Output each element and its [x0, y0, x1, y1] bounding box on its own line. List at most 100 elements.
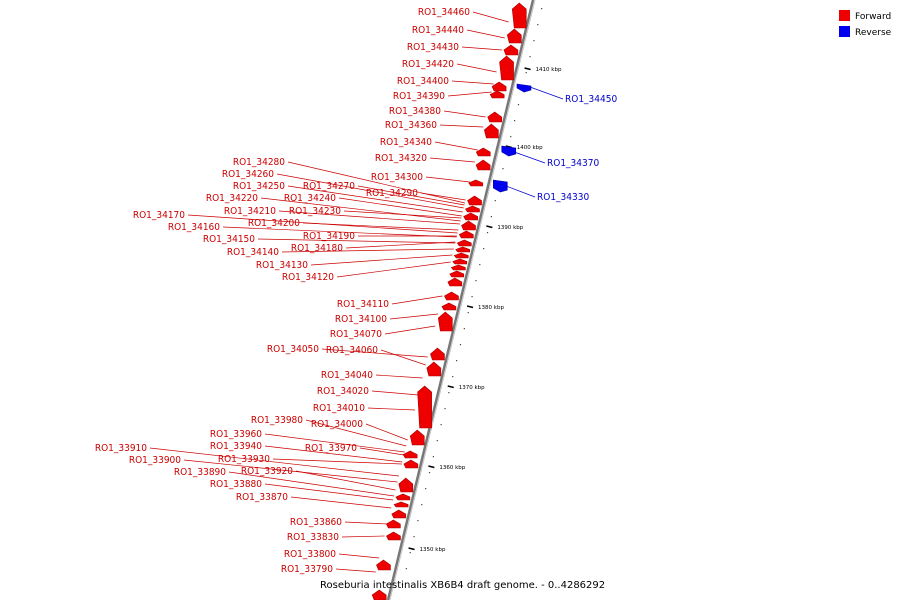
forward-gene-arrow [456, 239, 472, 247]
ruler-minor-tick [502, 168, 504, 170]
forward-gene-label: RO1_34250 [233, 181, 285, 192]
ruler-minor-tick [486, 232, 489, 234]
forward-label-leader [365, 423, 408, 441]
forward-gene-arrow [376, 559, 391, 571]
forward-gene-label: RO1_34020 [317, 386, 369, 397]
ruler-minor-tick [425, 488, 427, 490]
forward-gene-arrow [441, 302, 457, 311]
ruler-minor-tick [448, 392, 450, 394]
ruler-minor-tick [541, 8, 543, 10]
ruler-minor-tick [401, 584, 404, 586]
ruler-minor-tick [432, 456, 434, 458]
ruler-minor-tick [533, 40, 535, 42]
forward-label-leader [228, 471, 395, 497]
forward-gene-arrow [463, 212, 478, 221]
ruler-minor-tick [479, 264, 481, 266]
forward-label-leader [302, 222, 459, 231]
forward-gene-arrow [444, 291, 459, 301]
forward-gene-arrow [449, 270, 465, 278]
forward-gene-label: RO1_34220 [206, 193, 258, 204]
ruler-major-tick [486, 225, 493, 229]
ruler-minor-tick [510, 136, 512, 138]
forward-label-leader [335, 568, 376, 573]
ruler-minor-tick [456, 360, 458, 362]
forward-label-leader [357, 185, 465, 206]
reverse-label-leader [505, 185, 536, 198]
reverse-gene-label: RO1_34370 [547, 158, 599, 169]
reverse-gene-arrow [501, 145, 517, 157]
forward-gene-label: RO1_34400 [397, 76, 449, 87]
forward-gene-label: RO1_33880 [210, 479, 262, 490]
ruler-label: 1370 kbp [459, 385, 485, 391]
forward-label-leader [344, 521, 388, 525]
forward-label-leader [290, 496, 392, 509]
legend: Forward Reverse [839, 10, 892, 38]
forward-label-leader [359, 447, 405, 456]
forward-gene-arrow [467, 195, 482, 206]
forward-gene-label: RO1_33930 [218, 454, 270, 465]
genome-title: Roseburia intestinalis XB6B4 draft genom… [320, 580, 605, 591]
forward-gene-label: RO1_34100 [335, 314, 387, 325]
ruler-label: 1350 kbp [420, 547, 446, 553]
forward-gene-arrow [393, 501, 409, 508]
forward-label-leader [447, 91, 492, 97]
forward-label-leader [391, 295, 443, 305]
forward-gene-label: RO1_34270 [303, 181, 355, 192]
forward-gene-label: RO1_34390 [393, 91, 445, 102]
forward-gene-label: RO1_33890 [174, 467, 226, 478]
ruler-minor-tick [452, 376, 454, 378]
forward-gene-label: RO1_34040 [321, 370, 373, 381]
forward-label-leader [371, 390, 419, 396]
forward-label-leader [389, 313, 439, 320]
forward-gene-label: RO1_33960 [210, 429, 262, 440]
forward-gene-arrow [391, 509, 407, 519]
forward-label-leader [305, 419, 407, 447]
forward-gene-label: RO1_34360 [385, 120, 437, 131]
forward-label-leader [287, 161, 466, 204]
forward-gene-label: RO1_34380 [389, 106, 441, 117]
forward-label-leader [295, 470, 396, 491]
forward-label-leader [321, 348, 428, 358]
ruler-label: 1390 kbp [497, 225, 523, 231]
ruler-minor-tick [467, 312, 469, 314]
ruler-label: 1380 kbp [478, 305, 504, 311]
genome-backbone-highlight [389, 0, 536, 600]
ruler-minor-tick [471, 296, 473, 298]
gene-labels: RO1_34460 RO1_34440 RO1_34430 RO1_34420 RO1_… [95, 7, 618, 575]
forward-gene-arrow [437, 311, 453, 332]
forward-gene-label: RO1_33860 [290, 517, 342, 528]
legend-forward-label: Forward [855, 12, 891, 22]
forward-label-leader [260, 197, 461, 222]
forward-gene-label: RO1_33920 [241, 466, 293, 477]
forward-gene-arrow [426, 361, 442, 377]
forward-gene-label: RO1_34160 [168, 222, 220, 233]
forward-gene-label: RO1_34430 [407, 42, 459, 53]
forward-label-leader [384, 325, 436, 335]
forward-label-leader [336, 261, 451, 278]
forward-gene-label: RO1_34000 [311, 419, 363, 430]
forward-gene-label: RO1_33940 [210, 441, 262, 452]
ruler-minor-tick [463, 328, 465, 330]
forward-gene-label: RO1_33910 [95, 443, 147, 454]
forward-gene-label: RO1_34260 [222, 169, 274, 180]
forward-gene-arrow [475, 147, 491, 157]
forward-gene-label: RO1_34340 [380, 137, 432, 148]
forward-gene-label: RO1_34120 [282, 272, 334, 283]
forward-gene-arrow [487, 111, 503, 123]
forward-gene-label: RO1_34230 [289, 206, 341, 217]
ruler-minor-tick [417, 520, 419, 522]
forward-gene-label: RO1_34280 [233, 157, 285, 168]
forward-gene-arrow [402, 450, 418, 459]
forward-label-leader [341, 535, 385, 538]
forward-label-leader [338, 197, 462, 217]
forward-gene-arrow [386, 531, 401, 541]
forward-label-leader [466, 29, 505, 39]
ruler-minor-tick [428, 472, 431, 474]
forward-gene-arrow [489, 90, 505, 99]
forward-label-leader [451, 80, 494, 85]
forward-gene-arrow [511, 2, 527, 29]
forward-gene-label: RO1_34300 [371, 172, 423, 183]
ruler-minor-tick [409, 552, 411, 554]
legend-forward-swatch [839, 10, 850, 21]
forward-gene-label: RO1_33980 [251, 415, 303, 426]
